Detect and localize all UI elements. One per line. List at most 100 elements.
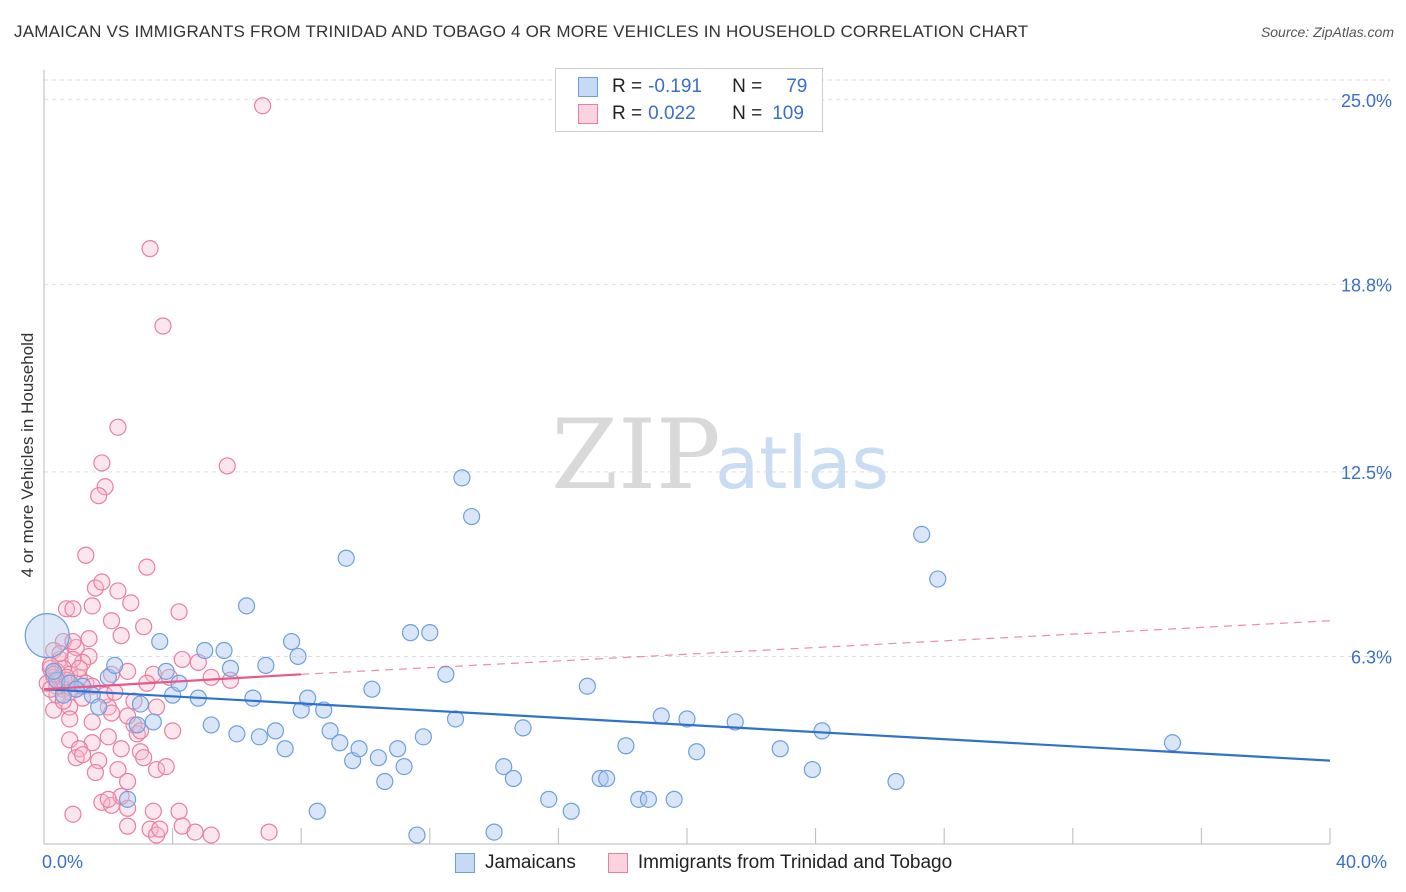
trinidad-point <box>202 668 220 686</box>
source-credit: Source: ZipAtlas.com <box>1260 24 1394 40</box>
trinidad-point <box>141 240 159 258</box>
legend-r-label: R = <box>612 103 643 124</box>
jamaican-point <box>350 740 368 758</box>
jamaican-point <box>389 740 407 758</box>
jamaican-point <box>299 689 317 707</box>
trinidad-point <box>118 817 137 835</box>
jamaican-point <box>813 722 831 740</box>
trinidad-point <box>102 665 121 683</box>
jamaican-point <box>591 769 609 788</box>
trinidad-point <box>64 805 82 823</box>
legend-r-label: R = <box>612 76 643 97</box>
y-tick-label: 12.5% <box>1341 463 1392 483</box>
jamaican-point <box>771 740 789 758</box>
jamaican-point <box>421 624 439 642</box>
jamaican-point <box>331 734 349 752</box>
jamaican-point <box>562 802 580 820</box>
jamaican-point <box>289 647 307 666</box>
jamaican-point <box>617 737 635 755</box>
chart-title: JAMAICAN VS IMMIGRANTS FROM TRINIDAD AND… <box>14 22 1029 41</box>
jamaican-point <box>321 722 339 740</box>
jamaican-point <box>45 662 63 680</box>
legend-n-value: 79 <box>786 76 808 97</box>
trinidad-point <box>218 457 236 475</box>
trinidad-point <box>61 710 79 728</box>
jamaican-point <box>376 772 394 791</box>
jamaican-point <box>369 749 387 767</box>
trinidad-point <box>64 600 82 618</box>
trinidad-point <box>173 650 191 669</box>
jamaican-point <box>196 641 214 660</box>
trinidad-point <box>80 629 98 648</box>
jamaican-point <box>266 722 285 740</box>
jamaican-point <box>308 802 326 820</box>
jamaican-point <box>1163 734 1182 752</box>
legend-row-jamaicans: R = -0.191 N = 79 <box>578 75 807 99</box>
x-tick-max: 40.0% <box>1336 852 1388 872</box>
jamaican-point <box>282 632 301 651</box>
jamaican-point <box>578 677 596 695</box>
trinidad-point <box>99 728 117 746</box>
trinidad-point <box>83 713 101 731</box>
jamaican-point <box>202 716 220 734</box>
series-legend-trinidad[interactable]: Immigrants from Trinidad and Tobago <box>607 852 952 874</box>
trinidad-point <box>99 790 117 808</box>
trinidad-point <box>135 749 153 767</box>
trinidad-point <box>122 594 140 612</box>
jamaican-point <box>170 674 188 692</box>
jamaican-point <box>215 641 233 660</box>
trinidad-point <box>202 826 220 844</box>
jamaican-point <box>106 656 124 674</box>
trinidad-trendline-dashed <box>301 620 1331 675</box>
trinidad-point <box>102 612 121 630</box>
trinidad-point <box>157 757 175 776</box>
trinidad-point <box>86 763 105 782</box>
jamaican-point <box>887 772 905 791</box>
jamaican-point <box>151 632 169 651</box>
jamaican-point <box>437 665 455 683</box>
legend-r-value: 0.022 <box>648 103 696 124</box>
trinidad-point <box>109 760 127 779</box>
trinidad-trendline <box>43 673 302 691</box>
trinidad-point <box>112 740 130 758</box>
jamaican-point <box>363 680 381 698</box>
jamaican-point <box>678 710 696 728</box>
y-tick-label: 18.8% <box>1341 275 1392 295</box>
series-swatch-blue <box>455 853 475 873</box>
jamaican-point <box>639 790 658 808</box>
trinidad-point <box>96 478 114 496</box>
trinidad-point <box>93 573 111 591</box>
jamaican-point <box>276 740 294 758</box>
y-tick-label: 25.0% <box>1341 91 1392 111</box>
series-legend: Jamaicans Immigrants from Trinidad and T… <box>455 852 984 874</box>
series-legend-jamaicans[interactable]: Jamaicans <box>455 852 576 874</box>
jamaican-point <box>414 728 432 746</box>
trinidad-point <box>154 317 172 335</box>
legend-swatch-blue <box>578 77 598 97</box>
jamaican-point <box>929 570 947 588</box>
jamaican-point <box>726 713 744 731</box>
legend-swatch-pink <box>578 104 598 124</box>
jamaican-point <box>228 725 246 743</box>
jamaican-point <box>67 680 85 698</box>
jamaican-point <box>395 757 413 776</box>
trinidad-point <box>57 600 76 618</box>
jamaican-point <box>913 525 931 544</box>
jamaican-point <box>250 728 269 746</box>
trinidad-point <box>151 820 169 838</box>
jamaican-point <box>90 698 108 716</box>
jamaican-point <box>630 790 648 808</box>
trinidad-point <box>109 582 127 600</box>
legend-r-value: -0.191 <box>648 76 702 97</box>
watermark-atlas: atlas <box>715 421 889 505</box>
legend-n-value: 109 <box>772 103 804 124</box>
trinidad-point <box>170 802 188 820</box>
trinidad-point <box>144 802 162 820</box>
jamaican-point <box>540 790 558 808</box>
trinidad-point <box>254 97 272 115</box>
trinidad-point <box>221 671 240 689</box>
trinidad-point <box>93 454 111 472</box>
jamaican-point <box>514 719 532 737</box>
trinidad-point <box>147 760 166 779</box>
trinidad-point <box>90 487 108 505</box>
